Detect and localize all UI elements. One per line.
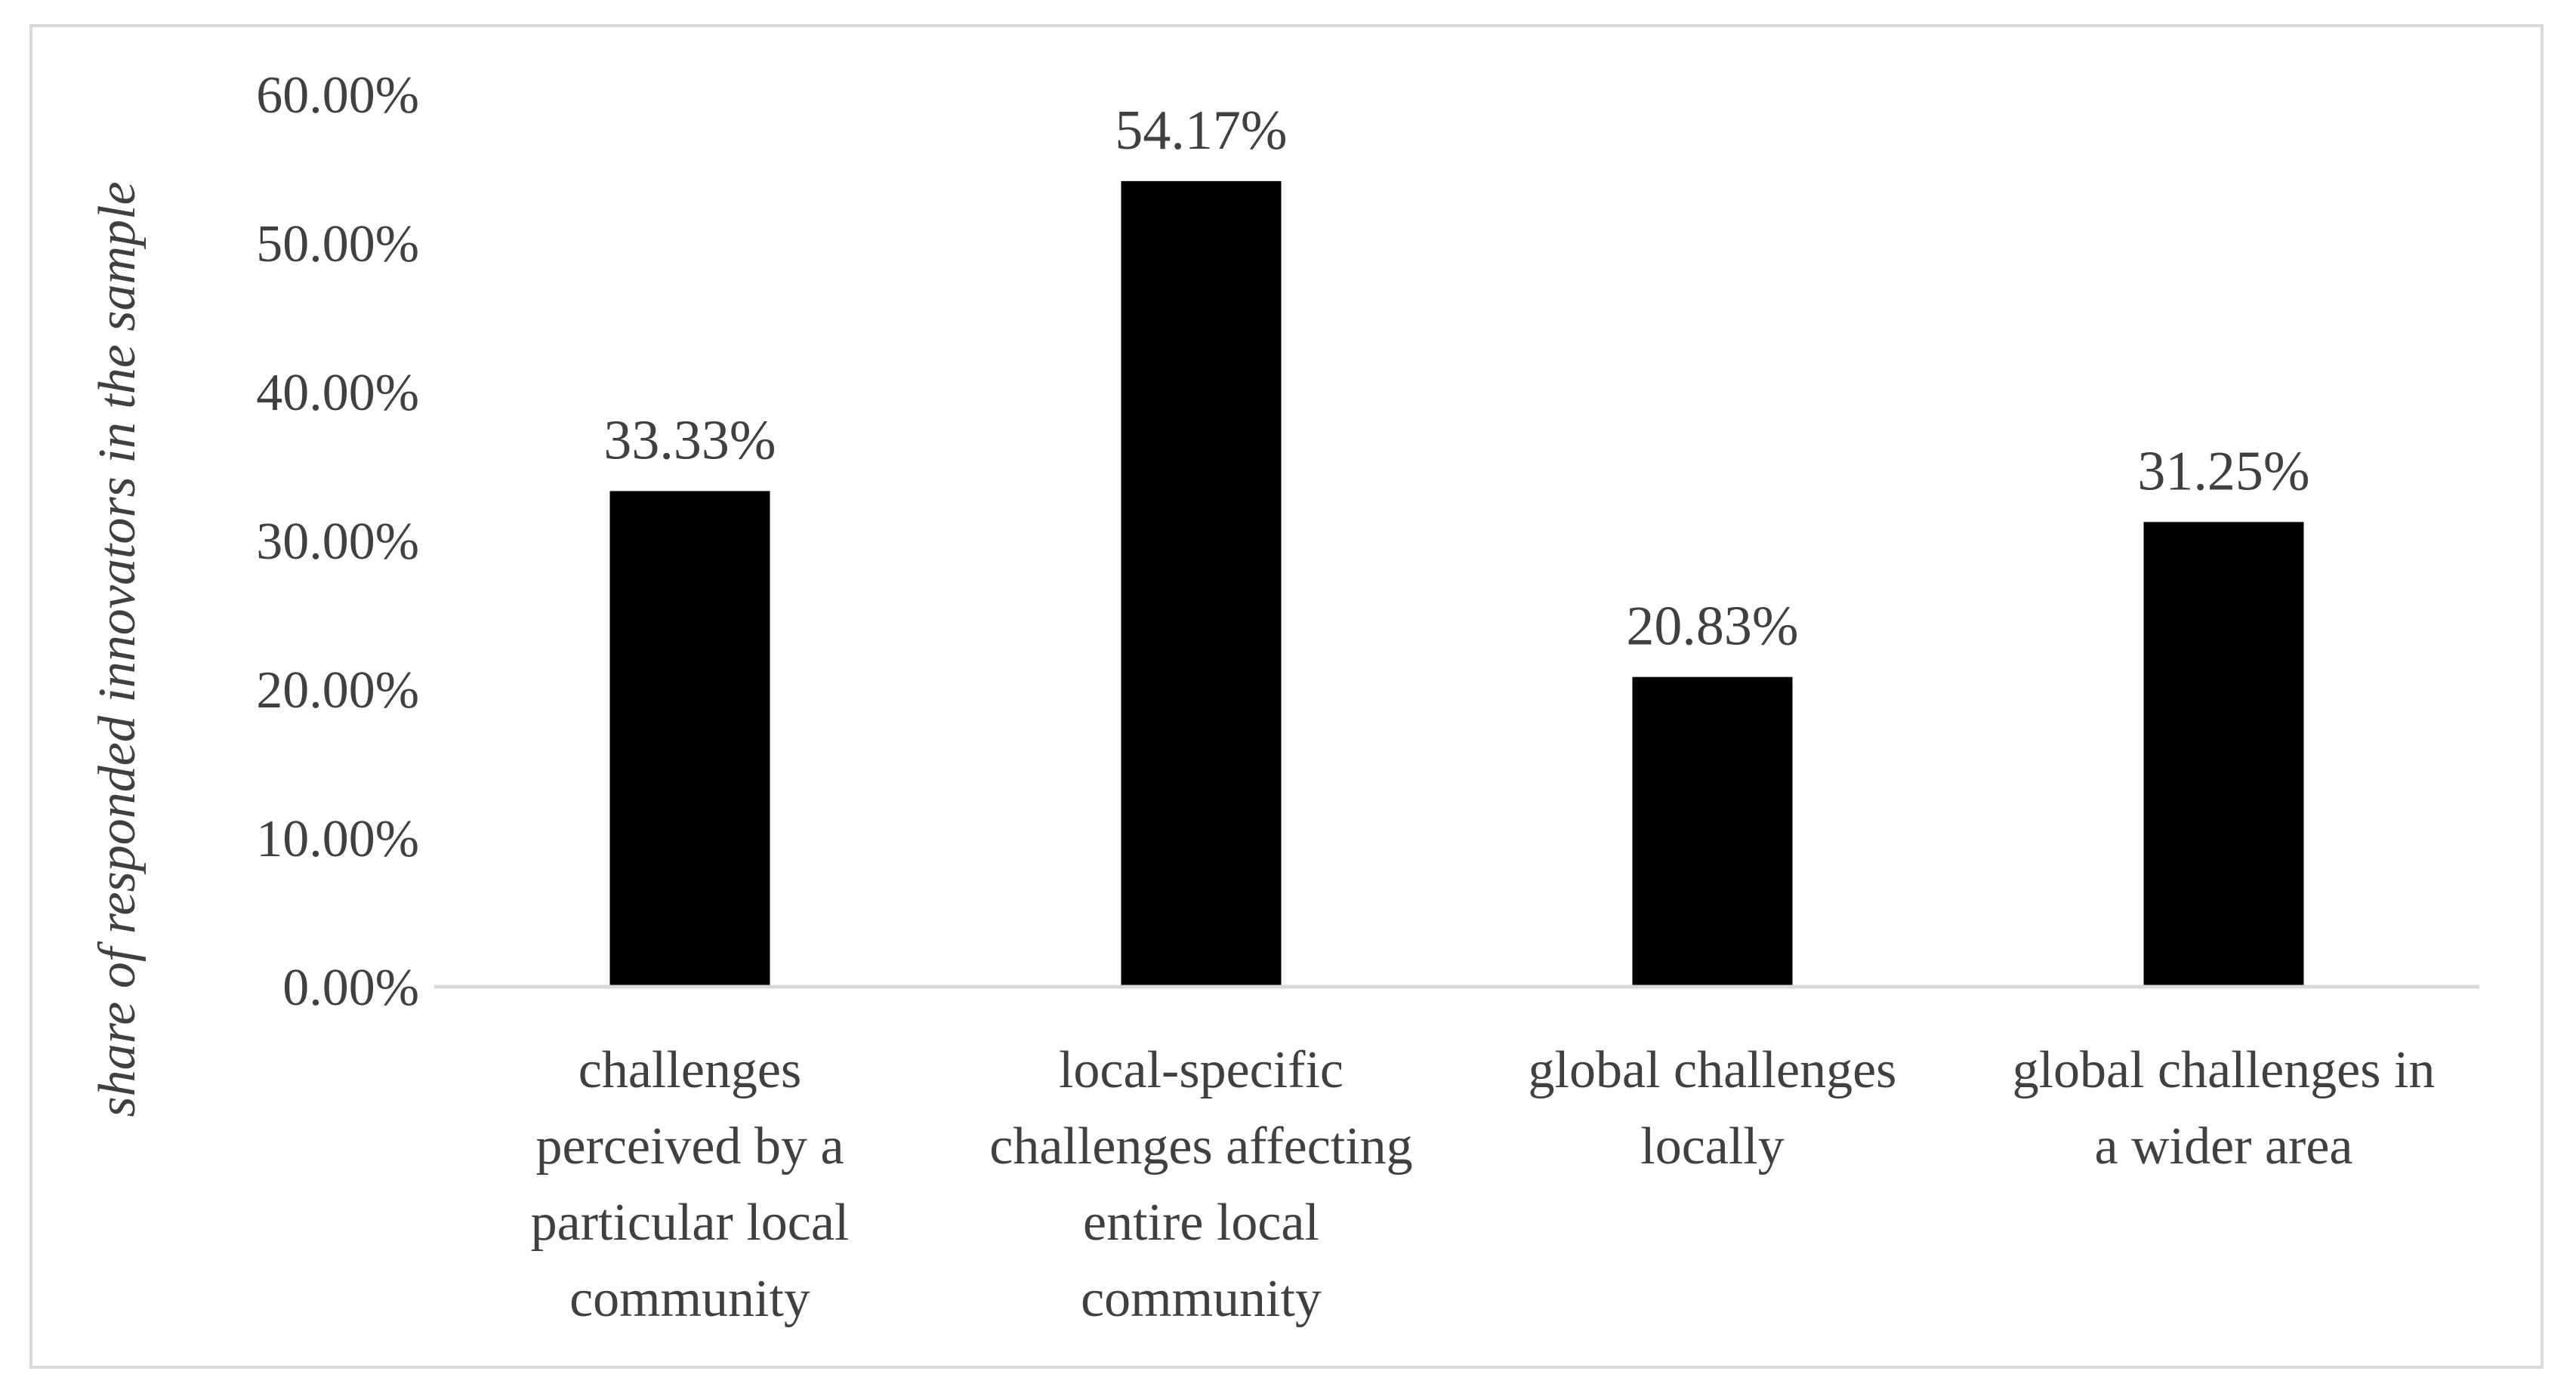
category-label: global challenges in a wider area [2013,1041,2436,1176]
category-label-line: global challenges [1529,1041,1897,1099]
bars [609,180,2304,988]
y-tick-label: 10.00% [256,810,419,868]
category-label-line: community [1081,1270,1322,1328]
bar-value-label: 31.25% [2137,440,2309,502]
y-tick-label: 50.00% [256,215,419,273]
data-labels: 33.33% 54.17% 20.83% 31.25% [603,100,2309,658]
chart-frame [29,24,2544,1369]
bar-value-label: 33.33% [603,409,776,471]
y-axis-title-group: share of responded innovators in the sam… [88,181,147,1117]
category-label-line: locally [1640,1117,1784,1176]
category-label: local-specific challenges affecting entire… [989,1041,1412,1328]
category-label-line: perceived by a [535,1117,844,1176]
bar-value-label: 20.83% [1626,596,1798,658]
category-label-line: community [569,1270,810,1328]
y-tick-label: 60.00% [256,66,419,125]
y-axis-title: share of responded innovators in the sam… [88,181,147,1117]
category-label-line: a wider area [2095,1117,2353,1176]
y-tick-labels: 0.00% 10.00% 20.00% 30.00% 40.00% 50.00% 60.00… [256,66,419,1017]
category-label-line: local-specific [1059,1041,1344,1099]
bar [1632,676,1793,987]
category-label-line: entire local [1083,1194,1319,1252]
category-label-line: global challenges in [2013,1041,2436,1099]
y-tick-label: 20.00% [256,661,419,720]
y-tick-label: 40.00% [256,364,419,422]
bar-value-label: 54.17% [1115,100,1287,162]
bar [1121,180,1282,988]
bar [609,491,770,987]
category-label-line: challenges affecting [989,1117,1412,1176]
bar [2143,522,2304,987]
category-label: global challenges locally [1529,1041,1897,1176]
category-label: challenges perceived by a particular local… [531,1041,850,1328]
category-label-line: challenges [578,1041,801,1099]
y-tick-label: 0.00% [282,959,419,1017]
category-labels: challenges perceived by a particular local… [531,1041,2436,1328]
category-label-line: particular local [531,1194,850,1252]
y-tick-label: 30.00% [256,513,419,571]
